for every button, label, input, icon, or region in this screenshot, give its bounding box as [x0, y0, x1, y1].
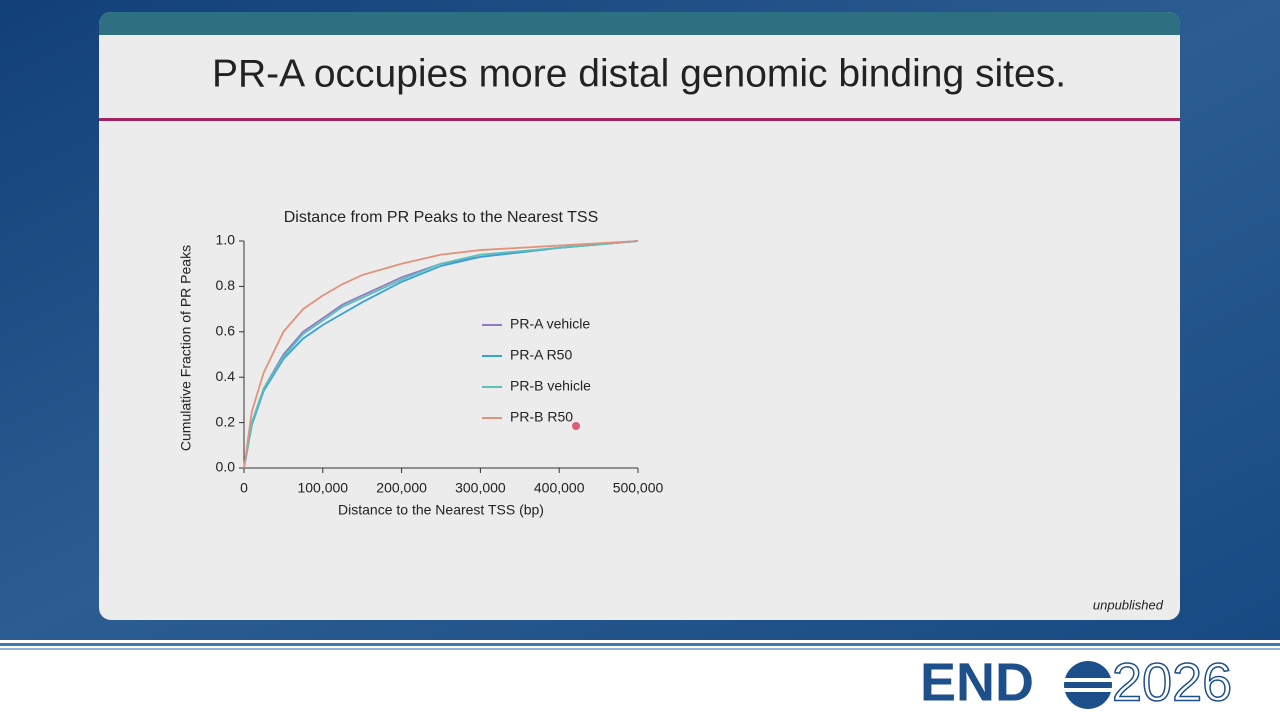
- legend-label: PR-A vehicle: [510, 316, 590, 332]
- note: unpublished: [1093, 597, 1164, 612]
- logo-text: END: [920, 652, 1034, 712]
- cursor: [572, 422, 580, 430]
- y-tick-label: 1.0: [216, 232, 236, 248]
- card-header: [99, 12, 1180, 35]
- card: [99, 12, 1180, 620]
- logo-text: 2026: [1112, 652, 1232, 712]
- y-tick-label: 0.4: [216, 368, 236, 384]
- legend-label: PR-B R50: [510, 409, 573, 425]
- x-tick-label: 500,000: [613, 480, 664, 496]
- y-tick-label: 0.0: [216, 459, 236, 475]
- x-tick-label: 300,000: [455, 480, 506, 496]
- x-tick-label: 100,000: [297, 480, 348, 496]
- x-tick-label: 0: [240, 480, 248, 496]
- footer-rule: [0, 648, 1280, 650]
- x-tick-label: 200,000: [376, 480, 427, 496]
- y-axis-label: Cumulative Fraction of PR Peaks: [178, 245, 194, 451]
- y-tick-label: 0.2: [216, 413, 236, 429]
- line-series: [243, 240, 639, 469]
- title-rule: [99, 118, 1180, 121]
- legend-label: PR-A R50: [510, 347, 572, 363]
- legend-label: PR-B vehicle: [510, 378, 591, 394]
- footer-rule: [0, 643, 1280, 646]
- y-tick-label: 0.6: [216, 323, 236, 339]
- card-body: [99, 12, 1180, 620]
- chart-title: Distance from PR Peaks to the Nearest TS…: [284, 209, 599, 226]
- x-tick-label: 400,000: [534, 480, 585, 496]
- line-series: [243, 240, 639, 469]
- logo-globe: [1062, 661, 1114, 709]
- y-tick-label: 0.8: [216, 277, 236, 293]
- x-axis-label: Distance to the Nearest TSS (bp): [338, 502, 544, 518]
- slide-title: PR-A occupies more distal genomic bindin…: [212, 52, 1066, 95]
